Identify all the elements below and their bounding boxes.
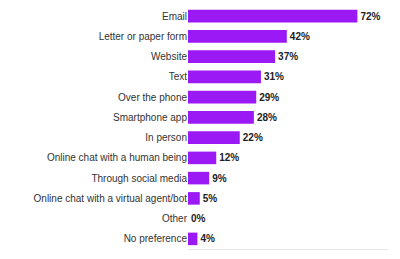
svg-text:Over the phone: Over the phone — [118, 92, 187, 103]
svg-text:Text: Text — [169, 71, 188, 82]
svg-text:28%: 28% — [257, 112, 277, 123]
svg-text:5%: 5% — [203, 193, 218, 204]
svg-text:Other: Other — [162, 213, 188, 224]
svg-text:42%: 42% — [290, 31, 310, 42]
svg-text:Through social media: Through social media — [91, 173, 187, 184]
svg-text:0%: 0% — [191, 213, 206, 224]
svg-text:Online chat with a virtual age: Online chat with a virtual agent/bot — [34, 193, 188, 204]
svg-text:Website: Website — [151, 51, 187, 62]
svg-text:12%: 12% — [219, 152, 239, 163]
svg-text:Email: Email — [162, 11, 187, 22]
svg-text:9%: 9% — [212, 173, 227, 184]
svg-text:In person: In person — [145, 132, 187, 143]
svg-text:72%: 72% — [360, 11, 380, 22]
svg-text:29%: 29% — [259, 92, 279, 103]
svg-text:Online chat with a human being: Online chat with a human being — [47, 152, 187, 163]
svg-text:31%: 31% — [264, 71, 284, 82]
svg-text:Smartphone app: Smartphone app — [113, 112, 187, 123]
svg-text:No preference: No preference — [124, 233, 188, 244]
svg-text:4%: 4% — [200, 233, 215, 244]
svg-text:22%: 22% — [243, 132, 263, 143]
svg-text:37%: 37% — [278, 51, 298, 62]
svg-text:Letter or paper form: Letter or paper form — [99, 31, 187, 42]
